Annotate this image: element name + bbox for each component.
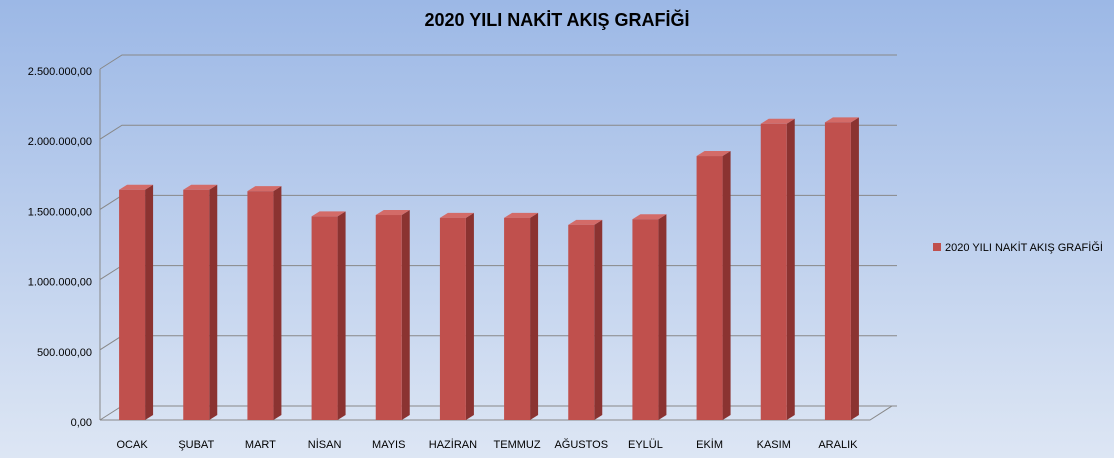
bar	[439, 212, 474, 420]
bar-side	[337, 211, 346, 420]
bar-front	[375, 215, 402, 420]
bar-front	[119, 189, 146, 420]
y-tick-label: 500.000,00	[37, 347, 92, 359]
bar-top	[375, 210, 410, 216]
bar-top	[696, 151, 731, 157]
bar-top	[183, 184, 218, 190]
x-tick-label: EKİM	[696, 438, 723, 451]
bar	[119, 184, 154, 420]
floor-edge	[100, 405, 893, 421]
legend-label: 2020 YILI NAKİT AKIŞ GRAFİĞİ	[945, 241, 1103, 254]
bar-side	[401, 210, 410, 420]
bar-side	[530, 212, 539, 420]
bar-front	[439, 217, 466, 420]
bar-top	[824, 117, 859, 123]
bar	[375, 210, 410, 420]
y-tick-label: 1.000.000,00	[28, 277, 92, 289]
bar-side	[594, 219, 603, 420]
chart-title: 2020 YILI NAKİT AKIŞ GRAFİĞİ	[424, 9, 689, 30]
bar-front	[632, 219, 659, 420]
grid-line	[99, 124, 897, 140]
bar-top	[311, 211, 346, 217]
bar	[696, 151, 731, 420]
bar-side	[465, 212, 474, 420]
bar-top	[504, 212, 539, 218]
bar-top	[119, 184, 154, 190]
bar-side	[786, 118, 795, 421]
bar	[824, 117, 859, 421]
y-tick-label: 0,00	[71, 417, 92, 429]
x-tick-label: MAYIS	[372, 439, 405, 451]
bar-front	[311, 216, 338, 420]
bar-front	[504, 217, 531, 420]
bar-front	[760, 123, 787, 421]
x-tick-label: OCAK	[116, 439, 148, 451]
y-tick-label: 2.000.000,00	[28, 136, 92, 148]
bar	[568, 219, 603, 420]
grid-line	[99, 54, 897, 70]
bar-top	[568, 219, 603, 225]
bar	[760, 118, 795, 421]
y-tick-label: 1.500.000,00	[28, 206, 92, 218]
x-tick-label: KASIM	[757, 439, 791, 451]
bar-side	[145, 184, 154, 420]
bar-side	[658, 214, 667, 420]
x-tick-label: HAZİRAN	[429, 438, 477, 451]
bar-top	[760, 118, 795, 124]
bar-side	[273, 186, 282, 420]
y-tick-label: 2.500.000,00	[28, 66, 92, 78]
x-tick-label: AĞUSTOS	[554, 438, 608, 451]
bar	[311, 211, 346, 420]
bar	[183, 184, 218, 420]
x-tick-label: TEMMUZ	[494, 439, 541, 451]
bar	[247, 186, 282, 420]
bar	[504, 212, 539, 420]
bar-front	[696, 156, 723, 420]
bar-front	[824, 122, 851, 421]
x-tick-label: MART	[245, 439, 276, 451]
legend-swatch	[933, 243, 941, 251]
x-tick-label: NİSAN	[308, 438, 342, 451]
x-tick-label: ŞUBAT	[178, 439, 214, 451]
bar-side	[722, 151, 731, 420]
bar-front	[247, 191, 274, 420]
bar-front	[183, 189, 210, 420]
bar-top	[439, 212, 474, 218]
bar	[632, 214, 667, 420]
x-tick-label: ARALIK	[818, 439, 858, 451]
bar-front	[568, 224, 595, 420]
x-tick-label: EYLÜL	[628, 439, 663, 451]
bar-top	[247, 186, 282, 192]
bar-side	[209, 184, 218, 420]
bar-top	[632, 214, 667, 220]
bar-side	[850, 117, 859, 421]
